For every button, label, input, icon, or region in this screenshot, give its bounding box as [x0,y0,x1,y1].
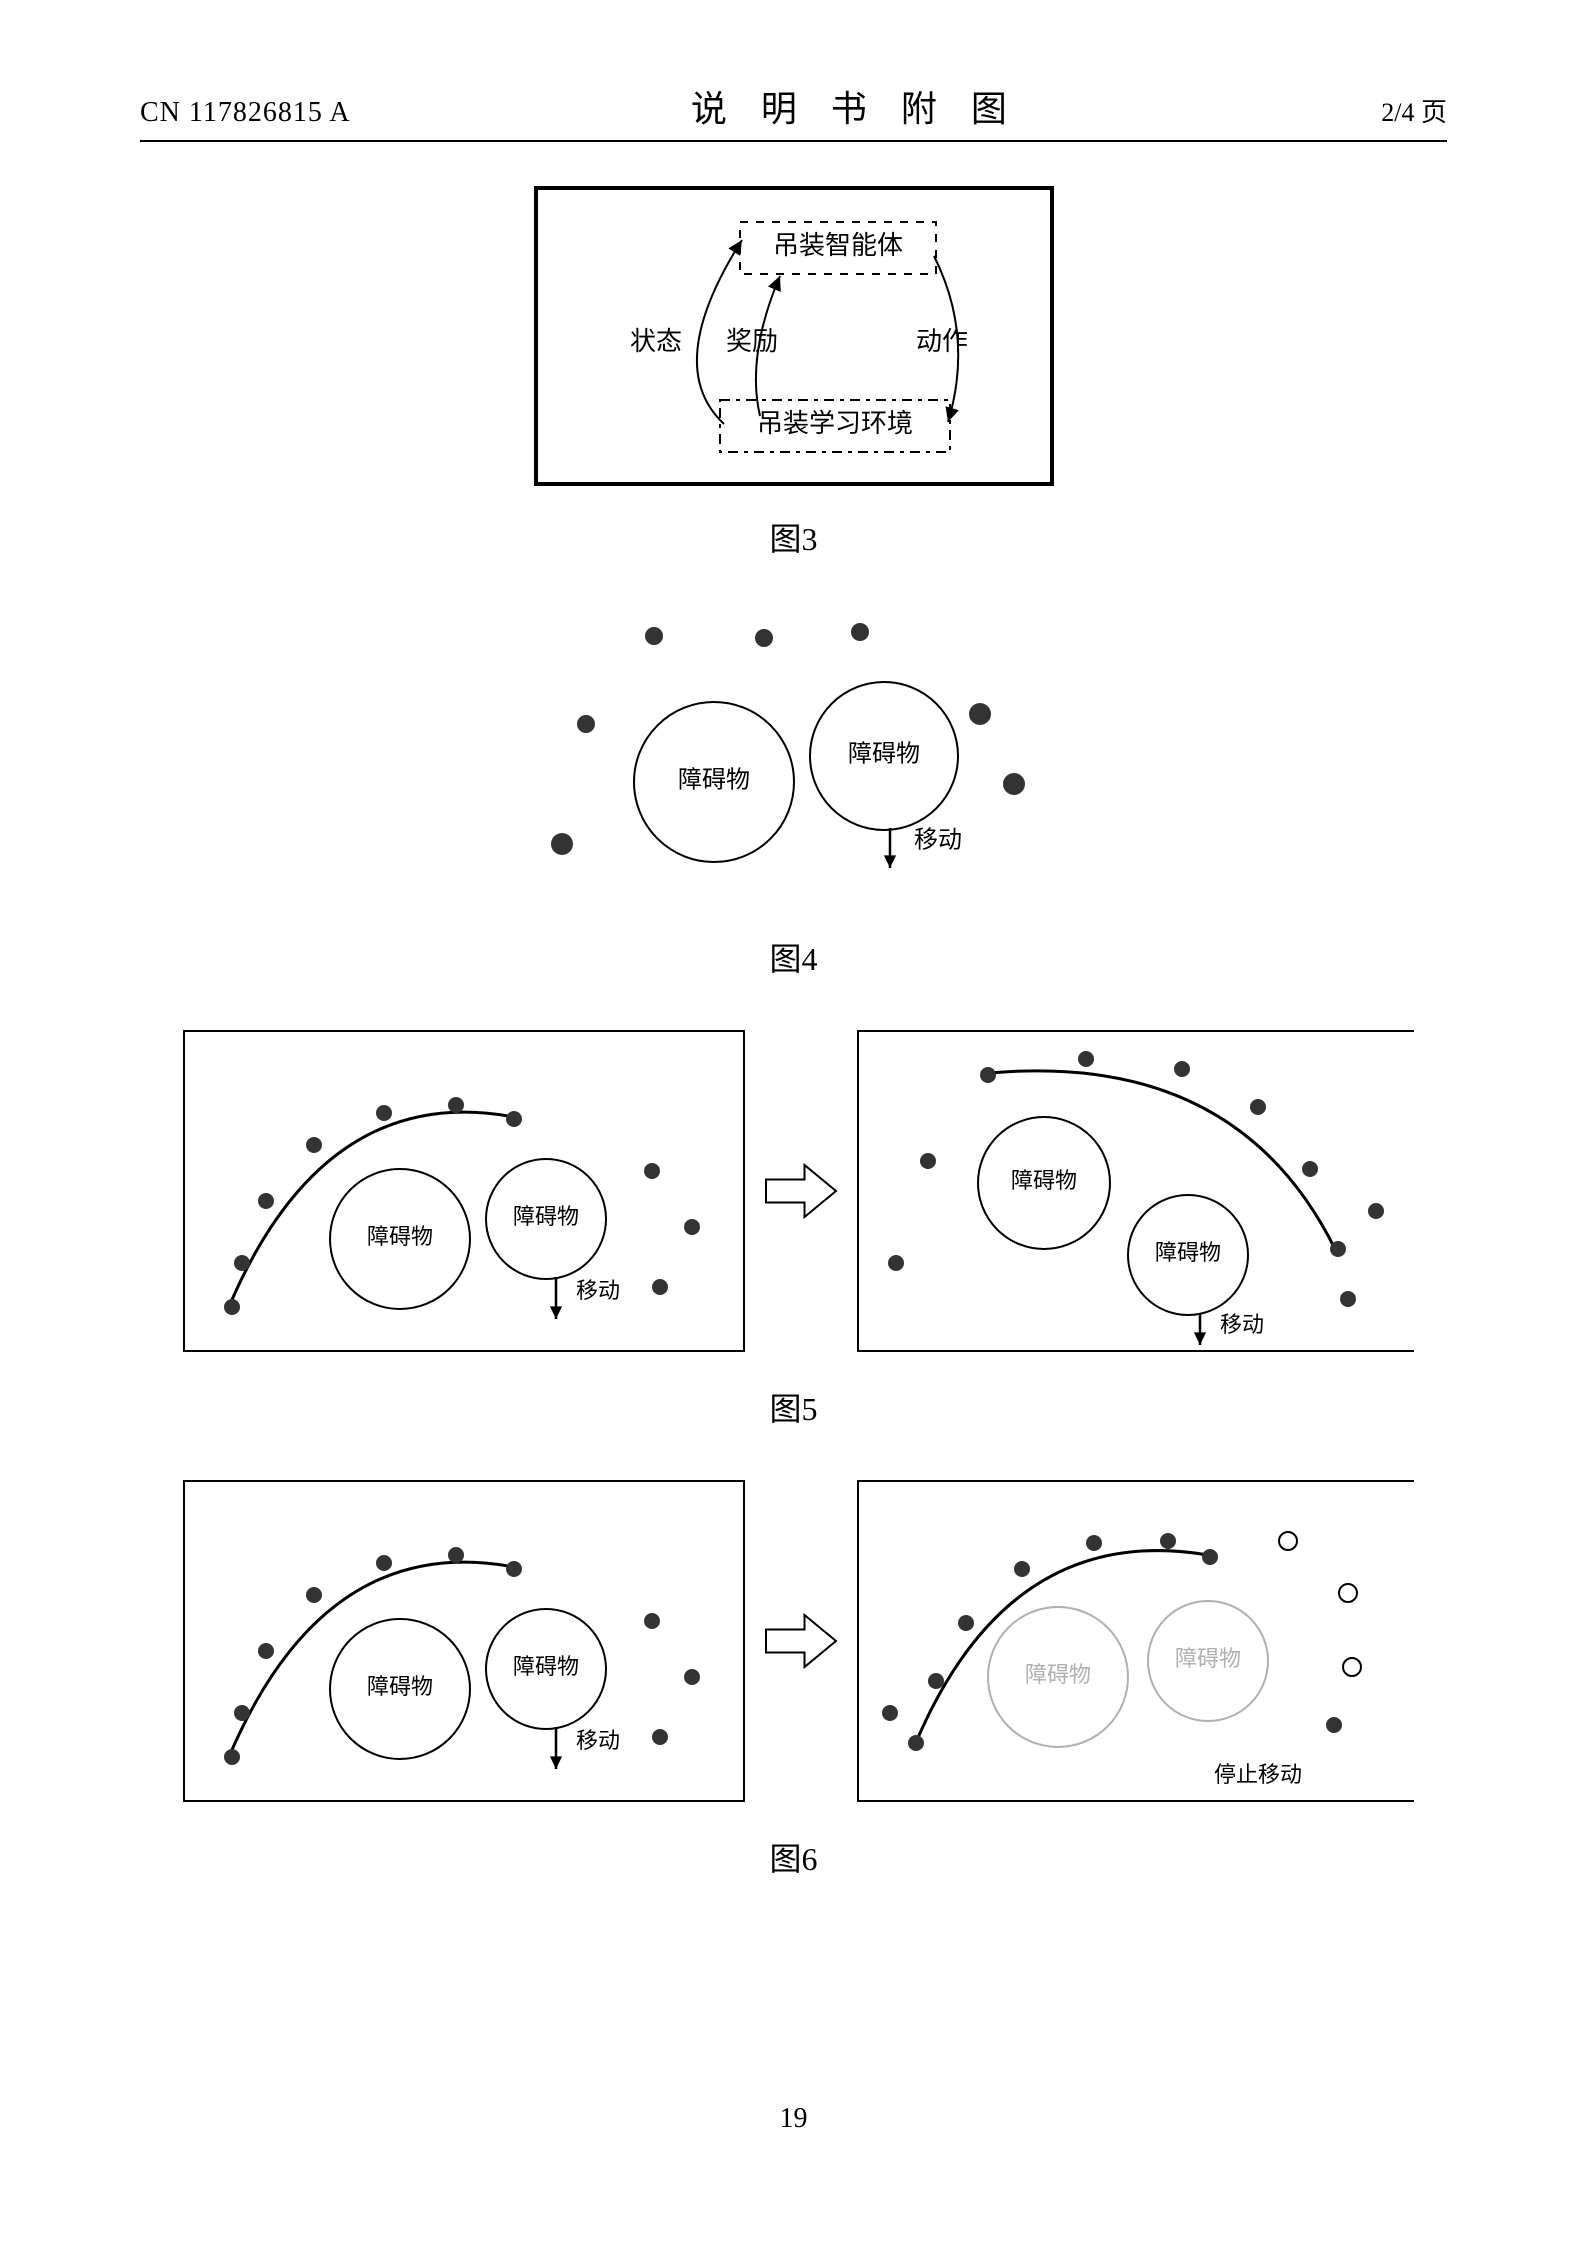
svg-text:吊装学习环境: 吊装学习环境 [756,409,912,438]
fig3-caption: 图3 [140,514,1447,560]
fig6-svg: 障碍物障碍物移动障碍物障碍物停止移动 [174,1476,1414,1806]
svg-text:移动: 移动 [576,1278,620,1303]
svg-text:移动: 移动 [1220,1312,1264,1337]
svg-text:障碍物: 障碍物 [1174,1646,1240,1671]
footer-page-number: 19 [0,2103,1587,2135]
fig4-container: 障碍物障碍物移动 [140,606,1447,906]
fig6-container: 障碍物障碍物移动障碍物障碍物停止移动 [140,1476,1447,1806]
svg-text:障碍物: 障碍物 [512,1654,578,1679]
svg-text:停止移动: 停止移动 [1214,1762,1302,1787]
svg-text:状态: 状态 [630,327,682,356]
svg-text:动作: 动作 [916,327,968,356]
fig5-svg: 障碍物障碍物移动障碍物障碍物移动 [174,1026,1414,1356]
page-indicator: 2/4 页 [1381,92,1447,129]
svg-text:障碍物: 障碍物 [848,741,920,768]
svg-text:障碍物: 障碍物 [678,767,750,794]
svg-text:移动: 移动 [914,827,962,854]
svg-text:障碍物: 障碍物 [512,1204,578,1229]
svg-text:障碍物: 障碍物 [1010,1168,1076,1193]
svg-text:障碍物: 障碍物 [366,1224,432,1249]
page-header: CN 117826815 A 说明书附图 2/4 页 [140,80,1447,142]
svg-text:移动: 移动 [576,1728,620,1753]
fig4-svg: 障碍物障碍物移动 [444,606,1144,906]
fig5-container: 障碍物障碍物移动障碍物障碍物移动 [140,1026,1447,1356]
fig4-caption: 图4 [140,934,1447,980]
page: CN 117826815 A 说明书附图 2/4 页 吊装智能体吊装学习环境 状态… [0,0,1587,2245]
svg-text:障碍物: 障碍物 [1024,1662,1090,1687]
fig3-container: 吊装智能体吊装学习环境 状态 奖励 动作 [140,186,1447,486]
svg-text:障碍物: 障碍物 [366,1674,432,1699]
fig5-caption: 图5 [140,1384,1447,1430]
svg-text:吊装智能体: 吊装智能体 [772,231,902,260]
fig6-caption: 图6 [140,1834,1447,1880]
fig3-svg: 吊装智能体吊装学习环境 状态 奖励 动作 [534,186,1054,486]
page-title: 说明书附图 [691,80,1041,132]
svg-text:障碍物: 障碍物 [1154,1240,1220,1265]
doc-number: CN 117826815 A [140,97,351,129]
svg-text:奖励: 奖励 [726,327,778,356]
